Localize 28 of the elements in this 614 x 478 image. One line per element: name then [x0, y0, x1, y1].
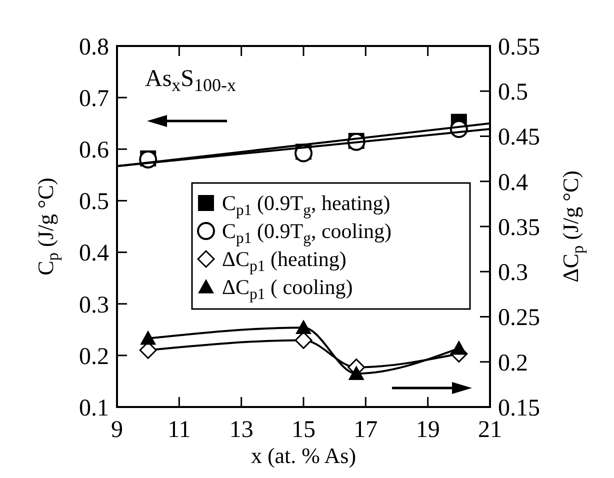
- y-tick-label: 0.1: [79, 395, 109, 422]
- y-tick-label: 0.7: [79, 86, 109, 112]
- legend-label: ΔC$_{p1}$ ( cooling): [222, 275, 353, 303]
- y2-tick-label: 0.55: [498, 34, 540, 60]
- y-tick-label: 0.3: [79, 292, 109, 318]
- legend-label: C$_{p1}$ (0.9T$_{g}$, heating): [222, 191, 390, 219]
- legend-label: ΔC$_{p1}$ (heating): [222, 247, 346, 275]
- x-tick-label: 17: [354, 417, 378, 443]
- x-tick-label: 13: [229, 417, 254, 443]
- y-tick-label: 0.4: [79, 240, 109, 267]
- y2-tick-label: 0.4: [498, 170, 528, 196]
- legend-label: C$_{p1}$ (0.9T$_{g}$, cooling): [222, 219, 392, 247]
- y2-tick-label: 0.2: [498, 350, 528, 376]
- y-tick-label: 0.2: [79, 344, 109, 370]
- y2-tick-label: 0.35: [498, 214, 540, 241]
- x-tick-label: 19: [416, 417, 440, 443]
- y2-tick-label: 0.5: [498, 80, 528, 106]
- x-axis-title: x (at. % As): [250, 443, 356, 468]
- x-tick-label: 9: [111, 417, 123, 443]
- x-tick-label: 15: [292, 417, 316, 443]
- y2-tick-label: 0.45: [498, 124, 540, 151]
- y2-tick-label: 0.25: [498, 305, 540, 332]
- y-tick-label: 0.5: [79, 189, 109, 216]
- annotation: As$_{x}$S$_{100-x}$: [145, 66, 236, 96]
- y2-tick-label: 0.3: [498, 260, 528, 286]
- x-tick-label: 11: [168, 417, 191, 443]
- y-tick-label: 0.6: [79, 138, 109, 164]
- y-tick-label: 0.8: [79, 34, 109, 60]
